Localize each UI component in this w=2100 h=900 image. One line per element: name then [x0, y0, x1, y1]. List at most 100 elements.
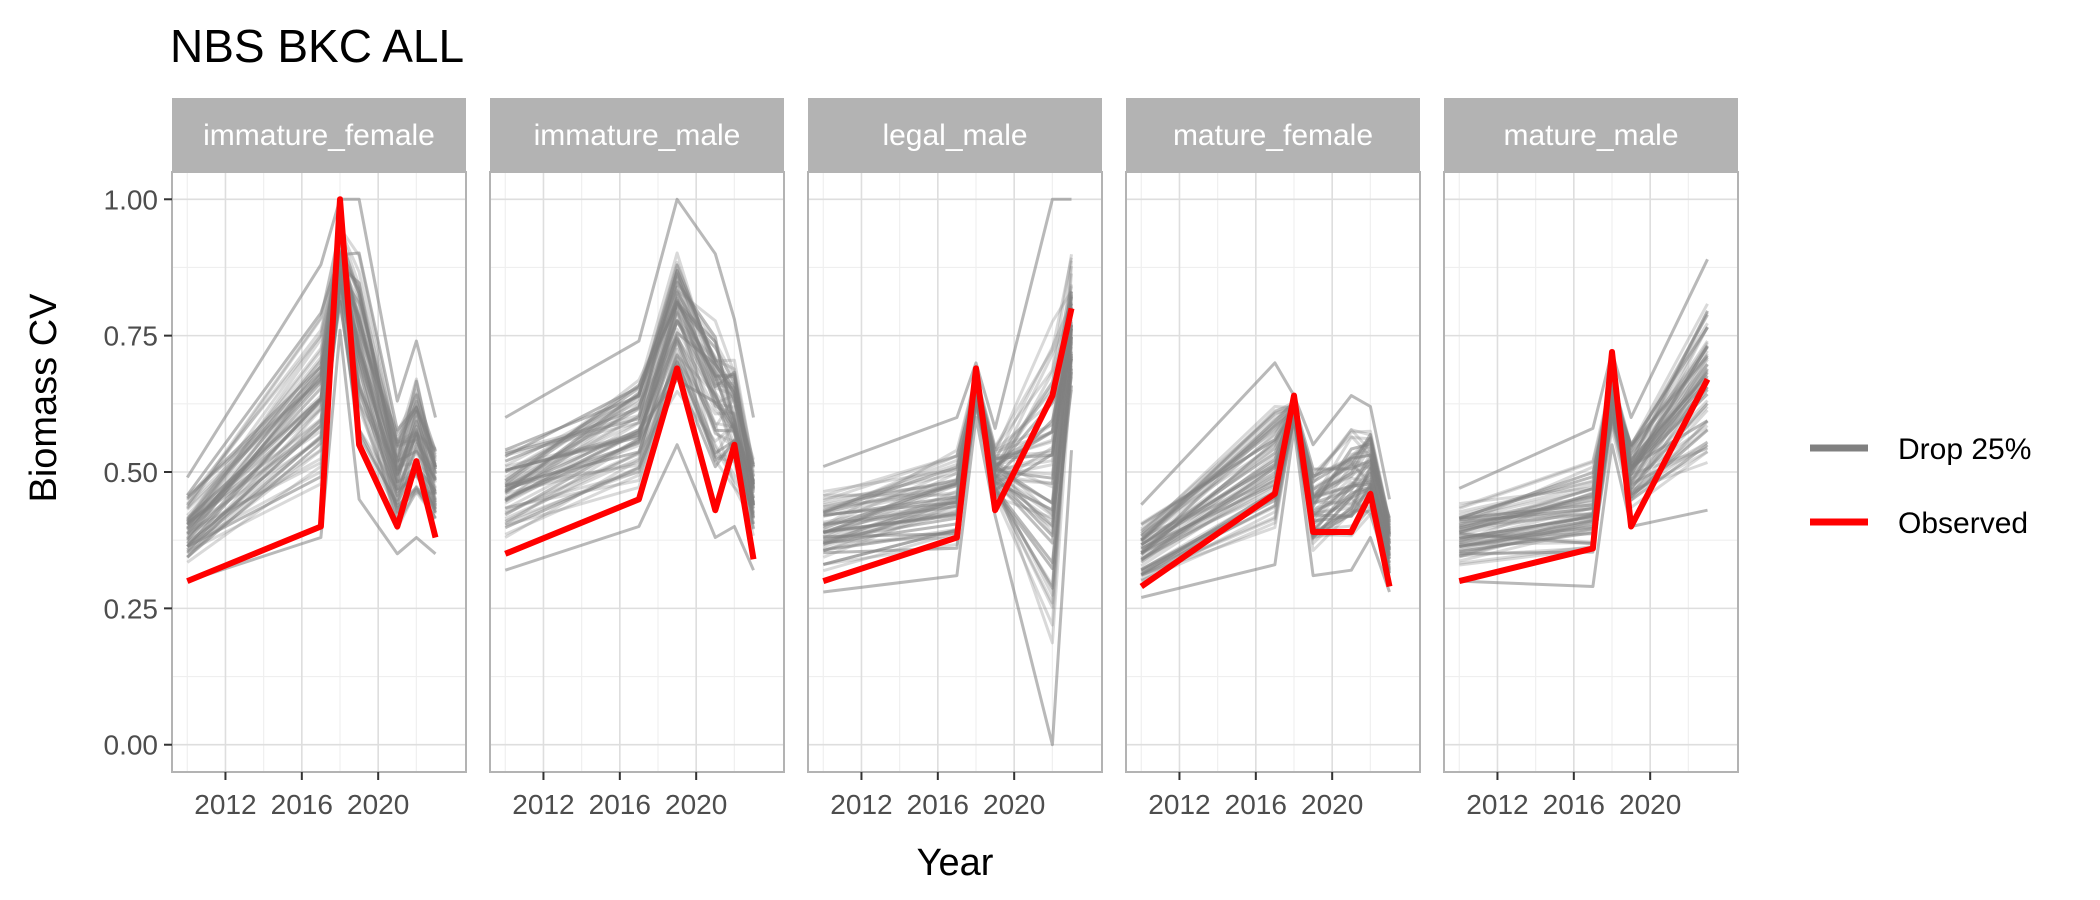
drop25-line [1459, 356, 1709, 536]
x-tick-label: 2016 [907, 789, 969, 820]
drop25-line [1458, 340, 1709, 530]
drop25-line [504, 319, 755, 488]
drop25-line [504, 320, 755, 499]
drop25-line [1459, 427, 1709, 565]
x-tick-label: 2012 [512, 789, 574, 820]
drop25-line [504, 275, 755, 489]
drop25-line [504, 335, 755, 503]
legend: Drop 25% Observed [1810, 433, 2031, 540]
drop25-line [1459, 377, 1709, 538]
drop25-line [823, 290, 1073, 512]
drop25-line [186, 252, 437, 511]
strip-label: legal_male [882, 119, 1027, 152]
drop25-line [186, 255, 437, 505]
drop25-line [1459, 443, 1708, 588]
drop25-line [1459, 388, 1709, 555]
drop25-line [1140, 408, 1391, 546]
x-tick-label: 2016 [1543, 789, 1605, 820]
y-tick-label: 0.25 [104, 593, 159, 624]
drop25-line [504, 271, 755, 477]
legend-item: Drop 25% [1810, 433, 2031, 466]
drop25-line [1458, 367, 1709, 544]
drop25-line [1140, 401, 1391, 551]
drop25-line [1140, 406, 1391, 562]
drop25-line [1140, 426, 1391, 599]
drop25-line [1459, 370, 1709, 521]
drop25-line [186, 275, 437, 559]
drop25-line [186, 227, 437, 507]
drop25-line [1140, 405, 1391, 535]
drop25-line [186, 226, 437, 497]
drop25-line [504, 360, 755, 506]
x-tick-label: 2016 [271, 789, 333, 820]
drop25-line [186, 244, 437, 526]
drop25-line [822, 197, 1072, 468]
drop25-line [1140, 407, 1391, 543]
drop25-line [1458, 358, 1709, 546]
drop25-line [1459, 386, 1709, 548]
drop25-line [1140, 408, 1391, 526]
facet-panels: immature_female 2012 2016 2020 0.00 0.25 0.50 0… [104, 98, 1739, 820]
legend-item: Observed [1810, 507, 2028, 540]
panel-border [807, 171, 1103, 773]
strip-label: immature_male [534, 119, 741, 152]
panel-legal_male: legal_male 2012 2016 2020 [807, 98, 1103, 820]
y-axis-title: Biomass CV [23, 293, 65, 503]
drop25-line [1140, 406, 1391, 556]
drop25-line [1458, 367, 1709, 544]
drop25-line [1140, 361, 1391, 506]
drop25-line [504, 290, 755, 485]
drop25-line [186, 274, 437, 525]
drop25-line [1140, 412, 1391, 561]
drop25-line [1140, 404, 1391, 541]
panel-border [1443, 171, 1739, 773]
drop25-line [186, 262, 437, 530]
observed-line [186, 196, 439, 584]
drop25-line [1459, 378, 1709, 544]
drop25-line [1459, 388, 1709, 529]
drop25-line [504, 292, 755, 499]
drop25-line [186, 234, 437, 523]
drop25-line [186, 258, 437, 523]
drop25-line [186, 250, 437, 530]
drop25-line [1140, 406, 1391, 541]
drop25-line [1458, 345, 1709, 528]
drop25-line [504, 293, 755, 494]
drop25-line [186, 328, 437, 583]
y-tick-label: 0.50 [104, 457, 159, 488]
drop25-line [1140, 411, 1391, 562]
drop25-line [186, 271, 437, 536]
drop25-line [504, 298, 755, 486]
legend-label: Observed [1898, 507, 2028, 540]
drop25-line [1458, 322, 1709, 520]
drop25-line [1140, 405, 1391, 554]
drop25-line [504, 318, 755, 488]
x-axis-title: Year [917, 842, 994, 884]
drop25-line [1140, 400, 1391, 535]
drop25-line [504, 290, 755, 477]
drop25-line [186, 253, 437, 521]
drop25-line [1140, 405, 1391, 541]
drop25-line [1459, 363, 1709, 522]
drop25-line [1140, 403, 1391, 538]
drop25-line [822, 257, 1073, 502]
x-tick-label: 2020 [1301, 789, 1363, 820]
drop25-line [1140, 405, 1391, 538]
y-tick-label: 0.75 [104, 321, 159, 352]
drop25-line [186, 296, 437, 548]
drop25-line [1459, 376, 1709, 532]
panel-border [1125, 171, 1421, 773]
drop25-line [822, 260, 1073, 512]
drop25-line [1140, 411, 1391, 564]
x-tick-label: 2020 [1619, 789, 1681, 820]
drop25-line [504, 390, 755, 529]
drop25-line [504, 307, 755, 520]
drop25-line [504, 273, 755, 492]
drop25-line [504, 319, 755, 526]
drop25-line [1458, 352, 1709, 543]
drop25-line [186, 254, 437, 535]
drop25-line [186, 271, 437, 525]
drop25-line [186, 257, 437, 526]
drop25-line [186, 276, 437, 530]
drop25-line [1459, 371, 1709, 520]
